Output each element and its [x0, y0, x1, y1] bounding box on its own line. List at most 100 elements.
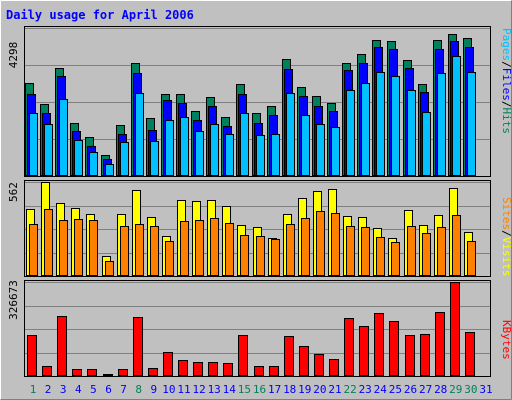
- bar-kbytes-day-17: [269, 366, 279, 376]
- bar-kbytes-day-16: [254, 366, 264, 376]
- bar-pages-day-11: [180, 117, 189, 176]
- bar-sites-day-28: [437, 227, 446, 276]
- day-label-20: 20: [313, 383, 326, 396]
- day-label-24: 24: [374, 383, 388, 396]
- panel3-max-label: 326673: [7, 280, 20, 320]
- bar-pages-day-25: [391, 76, 400, 176]
- bar-sites-day-2: [44, 209, 53, 276]
- bar-pages-day-12: [195, 131, 204, 176]
- chart-title: Daily usage for April 2006: [6, 8, 194, 22]
- bar-pages-day-4: [74, 140, 83, 176]
- day-label-2: 2: [45, 383, 52, 396]
- bar-kbytes-day-6: [103, 374, 113, 376]
- bar-pages-day-7: [120, 142, 129, 176]
- day-label-13: 13: [208, 383, 221, 396]
- bar-pages-day-24: [376, 72, 385, 176]
- bar-kbytes-day-21: [329, 359, 339, 376]
- bar-sites-day-16: [256, 236, 265, 276]
- bar-sites-day-25: [391, 242, 400, 276]
- panel1-max-label: 4298: [7, 42, 20, 69]
- bar-pages-day-6: [105, 164, 114, 176]
- bar-kbytes-day-25: [389, 321, 399, 376]
- bar-sites-day-6: [105, 261, 114, 276]
- bar-kbytes-day-29: [450, 282, 460, 376]
- bar-sites-day-18: [286, 224, 295, 276]
- day-label-7: 7: [120, 383, 127, 396]
- day-label-5: 5: [90, 383, 97, 396]
- bar-sites-day-23: [361, 227, 370, 276]
- bar-sites-day-15: [240, 235, 249, 276]
- day-label-11: 11: [177, 383, 190, 396]
- bar-pages-day-27: [422, 112, 431, 176]
- bar-sites-day-24: [376, 237, 385, 276]
- bar-pages-day-5: [89, 152, 98, 176]
- legend-hits: Hits: [500, 108, 512, 135]
- bar-pages-day-8: [135, 93, 144, 176]
- day-label-31: 31: [479, 383, 492, 396]
- bar-sites-day-3: [59, 220, 68, 276]
- bar-kbytes-day-23: [359, 326, 369, 376]
- day-label-25: 25: [389, 383, 402, 396]
- bar-kbytes-day-28: [435, 312, 445, 376]
- bar-kbytes-day-19: [299, 346, 309, 376]
- bar-kbytes-day-13: [208, 362, 218, 376]
- bar-sites-day-21: [331, 213, 340, 276]
- bar-kbytes-day-9: [148, 368, 158, 376]
- bar-pages-day-19: [301, 115, 310, 176]
- day-label-19: 19: [298, 383, 311, 396]
- bar-kbytes-day-26: [405, 335, 415, 376]
- bar-sites-day-8: [135, 224, 144, 276]
- day-label-9: 9: [150, 383, 157, 396]
- bar-sites-day-30: [467, 241, 476, 276]
- bar-kbytes-day-30: [465, 332, 475, 376]
- bar-kbytes-day-12: [193, 362, 203, 376]
- bar-pages-day-15: [240, 113, 249, 176]
- legend-visits: Visits: [500, 237, 512, 277]
- panel1-legend-label: Pages/Files/Hits: [500, 28, 512, 134]
- bar-pages-day-9: [150, 141, 159, 176]
- day-label-26: 26: [404, 383, 417, 396]
- bar-sites-day-14: [225, 223, 234, 276]
- bar-sites-day-7: [120, 226, 129, 276]
- legend-files: Files: [500, 68, 512, 101]
- day-label-16: 16: [253, 383, 266, 396]
- bar-pages-day-13: [210, 124, 219, 176]
- bar-pages-day-21: [331, 127, 340, 176]
- bar-pages-day-23: [361, 83, 370, 176]
- bar-kbytes-day-8: [133, 317, 143, 376]
- bar-sites-day-1: [29, 224, 38, 276]
- bar-kbytes-day-1: [27, 335, 37, 376]
- bar-pages-day-22: [346, 90, 355, 176]
- bar-kbytes-day-11: [178, 360, 188, 376]
- day-label-30: 30: [464, 383, 477, 396]
- bar-sites-day-22: [346, 226, 355, 276]
- bar-pages-day-10: [165, 120, 174, 176]
- bar-sites-day-29: [452, 215, 461, 276]
- panel2-legend-label: Sites/Visits: [500, 197, 512, 277]
- day-label-14: 14: [223, 383, 237, 396]
- day-label-8: 8: [135, 383, 142, 396]
- bar-kbytes-day-20: [314, 354, 324, 376]
- bar-pages-day-16: [256, 135, 265, 176]
- day-label-21: 21: [328, 383, 341, 396]
- bar-pages-day-26: [407, 90, 416, 176]
- bar-kbytes-day-22: [344, 318, 354, 376]
- day-label-27: 27: [419, 383, 432, 396]
- bar-pages-day-1: [29, 113, 38, 176]
- bar-sites-day-9: [150, 226, 159, 276]
- legend-sites: Sites: [500, 197, 512, 230]
- bar-sites-day-26: [407, 226, 416, 276]
- day-label-28: 28: [434, 383, 447, 396]
- bar-kbytes-day-27: [420, 334, 430, 376]
- bar-pages-day-29: [452, 56, 461, 176]
- bar-sites-day-10: [165, 241, 174, 276]
- day-label-4: 4: [75, 383, 82, 396]
- bar-kbytes-day-15: [238, 335, 248, 376]
- bar-pages-day-18: [286, 93, 295, 176]
- day-label-18: 18: [283, 383, 296, 396]
- bar-sites-day-27: [422, 233, 431, 276]
- bar-pages-day-20: [316, 124, 325, 176]
- bar-kbytes-day-10: [163, 352, 173, 376]
